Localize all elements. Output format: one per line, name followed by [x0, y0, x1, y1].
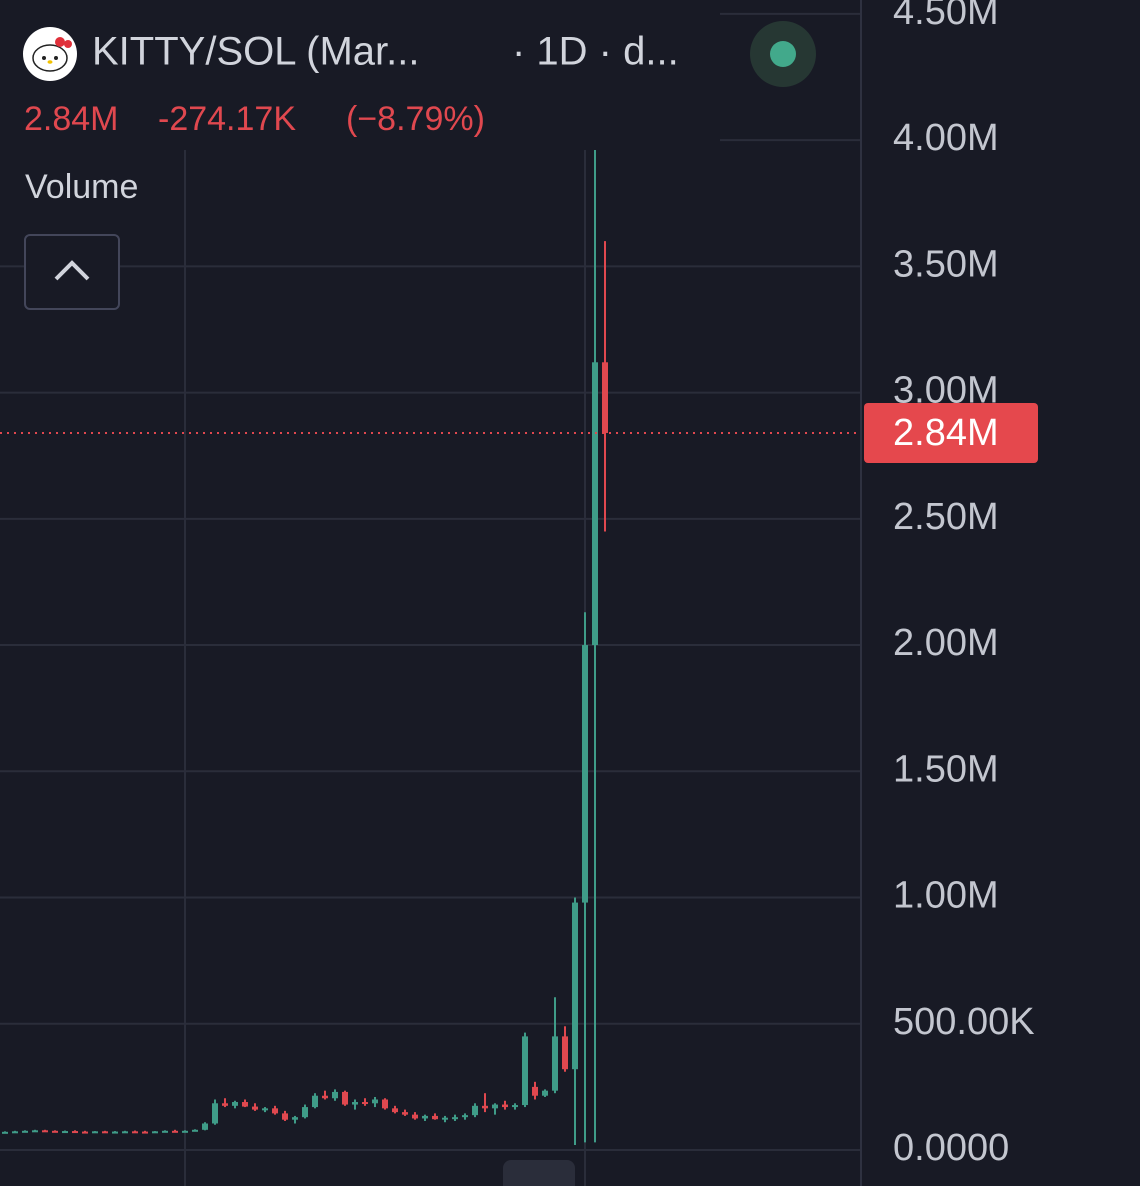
candle-body — [332, 1091, 338, 1099]
candle-body — [492, 1104, 498, 1109]
candle-body — [482, 1105, 488, 1109]
header-bg — [0, 0, 720, 150]
candle-body — [342, 1091, 348, 1105]
y-tick-label: 3.50M — [893, 243, 999, 285]
candle-body — [432, 1115, 438, 1120]
candle-body — [502, 1104, 508, 1108]
y-tick-label: 4.50M — [893, 0, 999, 33]
candle-body — [302, 1107, 308, 1118]
candle-body — [312, 1095, 318, 1108]
candle-body — [462, 1115, 468, 1118]
y-tick-label: 1.00M — [893, 875, 999, 917]
candle-body — [282, 1113, 288, 1120]
symbol-icon — [23, 27, 77, 81]
candle-body — [212, 1103, 218, 1124]
candle-body — [162, 1130, 168, 1133]
y-axis: 0.0000500.00K1.00M1.50M2.00M2.50M3.00M3.… — [893, 0, 1035, 1169]
last-price-tag — [864, 402, 1038, 463]
indicator-label[interactable]: Volume — [25, 168, 138, 206]
candle-body — [552, 1036, 558, 1091]
candle-body — [142, 1131, 148, 1134]
candle-body — [182, 1130, 188, 1133]
candle-body — [42, 1130, 48, 1133]
y-tick-label: 2.00M — [893, 622, 999, 664]
candle-body — [402, 1112, 408, 1115]
collapse-button[interactable] — [24, 234, 120, 310]
candle-body — [82, 1131, 88, 1134]
candle-body — [112, 1131, 118, 1134]
y-tick-label: 4.00M — [893, 117, 999, 159]
candle-body — [32, 1130, 38, 1133]
last-price: 2.84M — [24, 100, 119, 138]
candle-body — [592, 362, 598, 646]
candle-body — [472, 1105, 478, 1116]
candle-body — [72, 1131, 78, 1134]
grid — [0, 12, 860, 1151]
candle-body — [92, 1131, 98, 1134]
candle-body — [392, 1108, 398, 1113]
candle-body — [262, 1108, 268, 1111]
candle-body — [272, 1108, 278, 1114]
candle-body — [52, 1130, 58, 1133]
candle-body — [172, 1130, 178, 1133]
candle-body — [412, 1114, 418, 1119]
candle-body — [202, 1123, 208, 1130]
candle-body — [582, 645, 588, 903]
candles — [2, 145, 608, 1145]
price-change: -274.17K — [158, 100, 296, 138]
candle-body — [442, 1117, 448, 1120]
price-change-pct: (−8.79%) — [346, 100, 485, 138]
candle-body — [232, 1102, 238, 1106]
candle-body — [2, 1131, 8, 1134]
candle-body — [452, 1117, 458, 1120]
status-dot — [770, 41, 796, 67]
candle-body — [192, 1129, 198, 1132]
symbol-title[interactable]: KITTY/SOL (Mar... — [92, 30, 419, 74]
candle-body — [532, 1086, 538, 1096]
candle-body — [362, 1102, 368, 1105]
interval[interactable]: · 1D · d... — [512, 30, 679, 74]
candle-body — [152, 1131, 158, 1134]
candle-body — [242, 1102, 248, 1107]
candle-body — [352, 1102, 358, 1105]
last-price-label: 2.84M — [893, 412, 999, 454]
candle-body — [102, 1131, 108, 1134]
scroll-button[interactable] — [503, 1160, 575, 1186]
candle-body — [222, 1103, 228, 1106]
y-tick-label: 0.0000 — [893, 1127, 1009, 1169]
candle-body — [12, 1131, 18, 1134]
y-tick-label: 500.00K — [893, 1001, 1035, 1043]
candle-body — [572, 902, 578, 1070]
candle-body — [292, 1117, 298, 1120]
candle-body — [602, 362, 608, 433]
candle-body — [132, 1131, 138, 1134]
y-tick-label: 2.50M — [893, 496, 999, 538]
candle-body — [542, 1090, 548, 1096]
candle-body — [422, 1115, 428, 1119]
y-tick-label: 1.50M — [893, 748, 999, 790]
candle-body — [372, 1099, 378, 1104]
candle-body — [322, 1095, 328, 1099]
candle-body — [522, 1036, 528, 1106]
candle-body — [252, 1106, 258, 1110]
candle-body — [62, 1131, 68, 1134]
candle-body — [122, 1131, 128, 1134]
candle-body — [562, 1036, 568, 1070]
candle-body — [512, 1105, 518, 1108]
candle-body — [22, 1130, 28, 1133]
candle-body — [382, 1099, 388, 1109]
chevron-icon — [54, 260, 90, 281]
